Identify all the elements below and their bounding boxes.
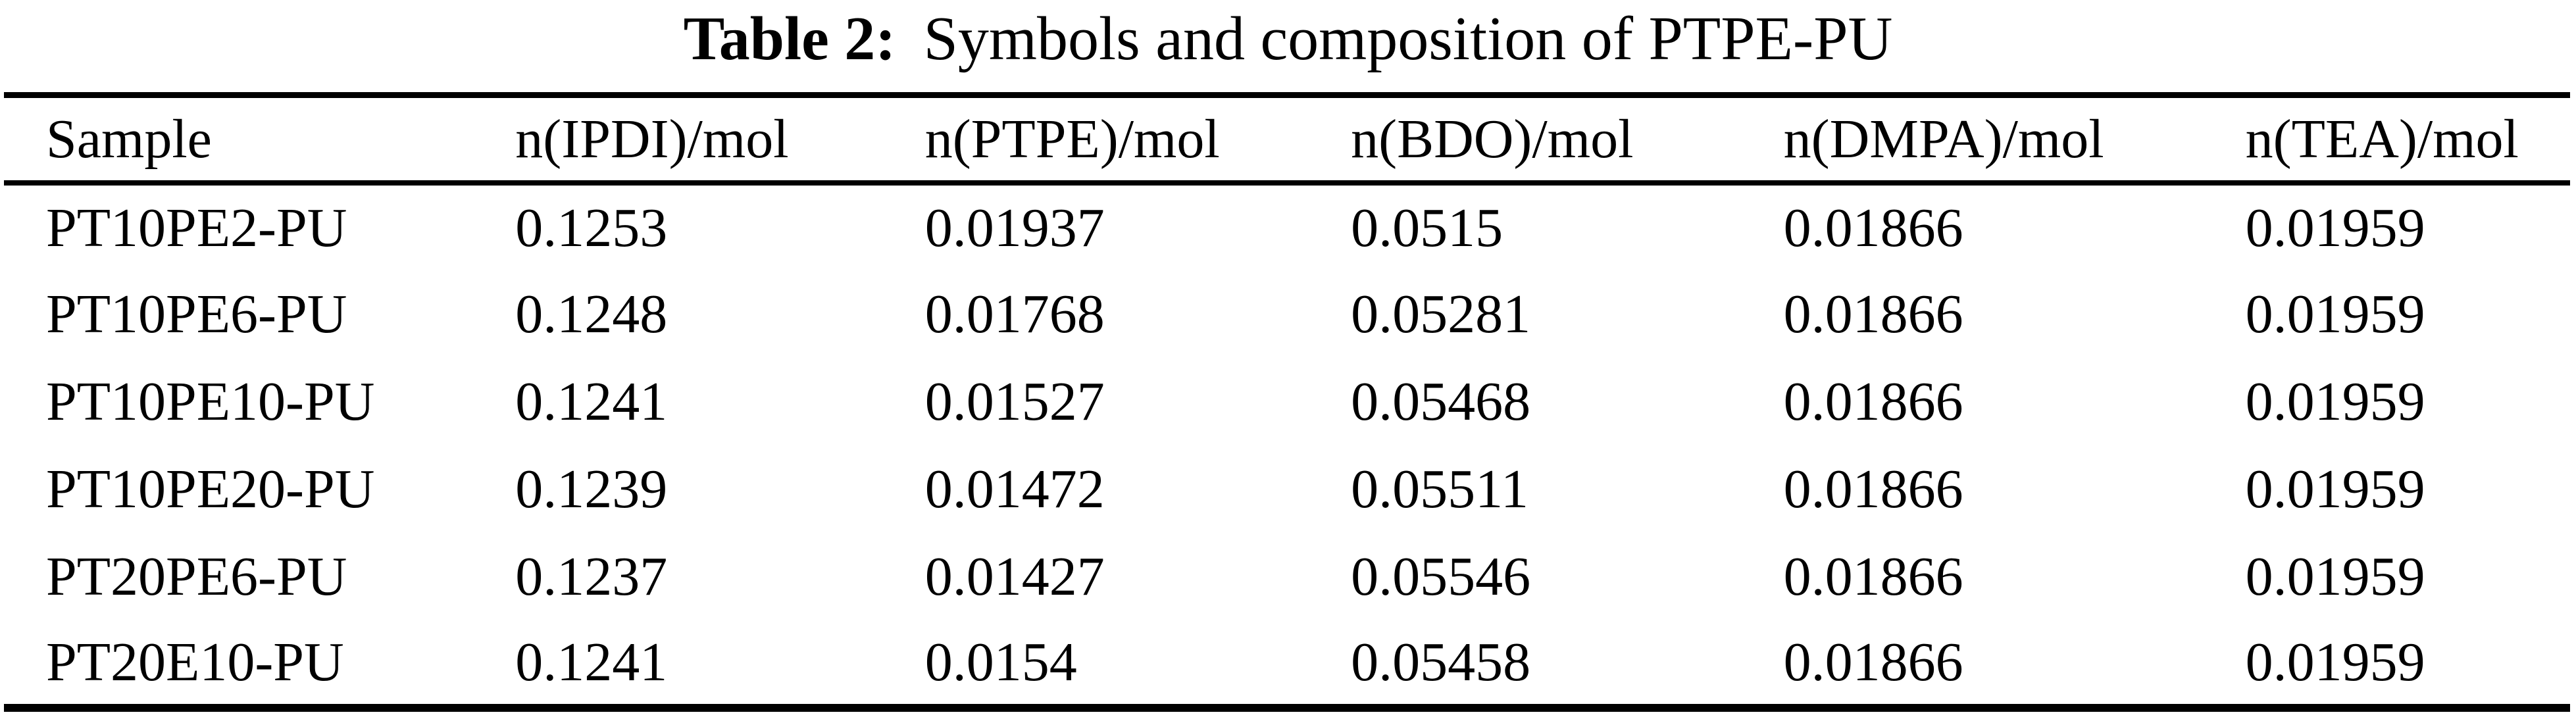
table-cell: 0.01959	[2245, 458, 2425, 520]
table-cell: 0.01527	[924, 370, 1105, 432]
table-cell: 0.01866	[1783, 631, 1963, 693]
table-row: PT10PE6-PU 0.1248 0.01768 0.05281 0.0186…	[4, 270, 2570, 358]
table-cell: 0.01866	[1783, 197, 1963, 259]
table-row: PT10PE10-PU 0.1241 0.01527 0.05468 0.018…	[4, 358, 2570, 445]
sample-name-cell: PT20E10-PU	[46, 631, 344, 693]
table-cell: 0.0515	[1351, 197, 1503, 259]
sample-name-cell: PT10PE20-PU	[46, 458, 375, 520]
composition-table-container: Sample n(IPDI)/mol n(PTPE)/mol n(BDO)/mo…	[4, 92, 2570, 712]
table-cell: 0.01472	[924, 458, 1105, 520]
table-row: PT20PE6-PU 0.1237 0.01427 0.05546 0.0186…	[4, 533, 2570, 620]
table-cell: 0.01866	[1783, 545, 1963, 607]
table-cell: 0.1239	[515, 458, 668, 520]
table-caption-text: Symbols and composition of PTPE-PU	[923, 5, 1893, 73]
column-header-dmpa: n(DMPA)/mol	[1783, 108, 2104, 170]
header-row: Sample n(IPDI)/mol n(PTPE)/mol n(BDO)/mo…	[4, 95, 2570, 183]
table-cell: 0.01959	[2245, 370, 2425, 432]
table-cell: 0.05468	[1351, 370, 1531, 432]
table-caption: Table 2: Symbols and composition of PTPE-…	[0, 0, 2576, 78]
column-header-bdo: n(BDO)/mol	[1351, 108, 1634, 170]
table-cell: 0.05546	[1351, 545, 1531, 607]
table-cell: 0.1237	[515, 545, 668, 607]
table-cell: 0.01866	[1783, 283, 1963, 345]
table-cell: 0.1253	[515, 197, 668, 259]
sample-name-cell: PT10PE2-PU	[46, 197, 347, 259]
table-cell: 0.1248	[515, 283, 668, 345]
table-cell: 0.01937	[924, 197, 1105, 259]
table-cell: 0.0154	[924, 631, 1077, 693]
table-cell: 0.01959	[2245, 197, 2425, 259]
table-cell: 0.01959	[2245, 283, 2425, 345]
table-cell: 0.05458	[1351, 631, 1531, 693]
sample-name-cell: PT10PE10-PU	[46, 370, 375, 432]
sample-name-cell: PT20PE6-PU	[46, 545, 347, 607]
table-cell: 0.01427	[924, 545, 1105, 607]
table-cell: 0.01866	[1783, 370, 1963, 432]
table-cell: 0.05281	[1351, 283, 1531, 345]
composition-table: Sample n(IPDI)/mol n(PTPE)/mol n(BDO)/mo…	[4, 92, 2570, 712]
table-row: PT20E10-PU 0.1241 0.0154 0.05458 0.01866…	[4, 620, 2570, 708]
table-cell: 0.01768	[924, 283, 1105, 345]
column-header-tea: n(TEA)/mol	[2245, 108, 2519, 170]
table-cell: 0.01866	[1783, 458, 1963, 520]
table-cell: 0.1241	[515, 631, 668, 693]
table-row: PT10PE20-PU 0.1239 0.01472 0.05511 0.018…	[4, 445, 2570, 533]
table-row: PT10PE2-PU 0.1253 0.01937 0.0515 0.01866…	[4, 183, 2570, 270]
sample-name-cell: PT10PE6-PU	[46, 283, 347, 345]
column-header-ptpe: n(PTPE)/mol	[924, 108, 1220, 170]
column-header-sample: Sample	[46, 108, 212, 170]
column-header-ipdi: n(IPDI)/mol	[515, 108, 789, 170]
table-cell: 0.01959	[2245, 545, 2425, 607]
table-cell: 0.01959	[2245, 631, 2425, 693]
table-cell: 0.1241	[515, 370, 668, 432]
table-cell: 0.05511	[1351, 458, 1528, 520]
table-caption-label: Table 2:	[683, 5, 896, 73]
